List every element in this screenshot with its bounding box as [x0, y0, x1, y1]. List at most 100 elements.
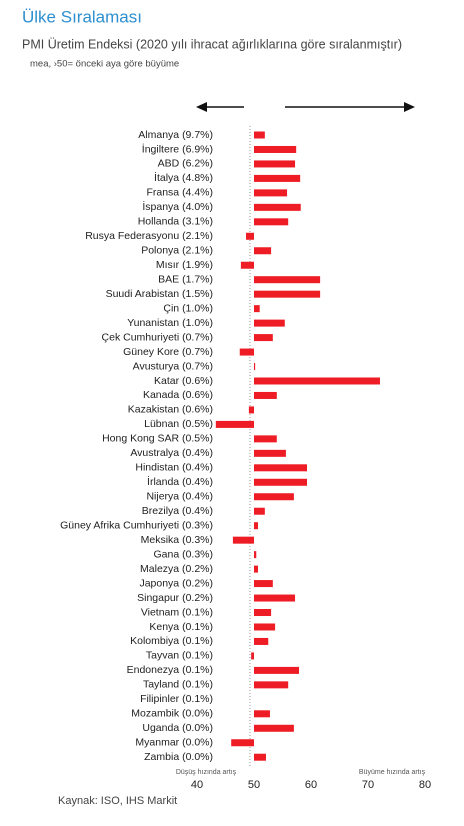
bar	[254, 478, 308, 486]
bar	[254, 623, 276, 631]
y-tick-label: Kenya (0.1%)	[149, 621, 213, 633]
y-tick-label: Brezilya (0.4%)	[142, 505, 213, 517]
y-tick-label: Suudi Arabistan (1.5%)	[106, 288, 213, 300]
bar	[248, 406, 254, 414]
bar	[254, 594, 296, 602]
bar	[254, 435, 277, 443]
bar	[254, 305, 260, 313]
bar	[246, 232, 254, 240]
bar	[254, 493, 294, 501]
y-tick-label: Kanada (0.6%)	[143, 389, 213, 401]
bar	[254, 189, 288, 197]
y-tick-label: Malezya (0.2%)	[140, 563, 213, 575]
bar	[231, 739, 254, 747]
bar	[254, 710, 270, 718]
y-tick-label: Meksika (0.3%)	[141, 534, 213, 546]
bar	[215, 420, 254, 428]
y-tick-label: İngiltere (6.9%)	[142, 142, 213, 155]
y-tick-label: Katar (0.6%)	[154, 375, 213, 387]
y-tick-label: Çin (1.0%)	[163, 302, 213, 314]
x-tick-label: 50	[248, 779, 260, 791]
y-tick-label: Güney Kore (0.7%)	[123, 346, 213, 358]
y-tick-label: İtalya (4.8%)	[154, 171, 213, 184]
bar	[254, 753, 266, 761]
bar	[254, 319, 285, 327]
bar	[254, 464, 308, 472]
bar	[254, 145, 297, 153]
bar	[251, 652, 254, 660]
y-tick-label: Filipinler (0.1%)	[140, 693, 213, 705]
y-tick-label: İrlanda (0.4%)	[147, 475, 213, 488]
x-tick-label: 60	[305, 779, 317, 791]
y-tick-label: Avusturya (0.7%)	[133, 360, 213, 372]
left-label: Düşüş hızında artış	[176, 769, 237, 776]
y-tick-label: Gana (0.3%)	[153, 548, 213, 560]
note: mea, ›50= önceki aya göre büyüme	[30, 59, 179, 70]
arrows	[196, 102, 415, 112]
bar	[254, 522, 258, 530]
y-tick-label: Çek Cumhuriyeti (0.7%)	[102, 331, 213, 343]
right-label: Büyüme hızında artış	[359, 769, 426, 776]
bar	[254, 203, 301, 211]
y-tick-label: Güney Afrika Cumhuriyeti (0.3%)	[60, 519, 213, 531]
chart-title: Ülke Sıralaması	[22, 7, 142, 26]
y-tick-label: Myanmar (0.0%)	[135, 737, 213, 749]
bar	[254, 363, 256, 371]
y-tick-label: Lübnan (0.5%)	[144, 418, 213, 430]
y-tick-label: Zambia (0.0%)	[144, 751, 213, 763]
y-tick-label: Nijerya (0.4%)	[146, 491, 213, 503]
bar	[254, 218, 289, 226]
bar	[254, 507, 265, 515]
bar	[254, 391, 277, 399]
bar	[254, 160, 296, 168]
y-tick-label: Yunanistan (1.0%)	[127, 317, 213, 329]
bar	[254, 609, 272, 617]
y-tick-label: Fransa (4.4%)	[146, 187, 213, 199]
bar	[254, 377, 380, 385]
bar	[240, 261, 254, 269]
y-tick-label: Hollanda (3.1%)	[138, 216, 213, 228]
y-tick-label: Mozambik (0.0%)	[131, 708, 213, 720]
bar	[254, 131, 265, 139]
y-tick-label: Tayvan (0.1%)	[146, 650, 213, 662]
bar	[254, 565, 258, 573]
y-tick-label: Kazakistan (0.6%)	[128, 404, 213, 416]
bar	[254, 449, 286, 457]
bar	[254, 666, 300, 674]
bar	[232, 536, 254, 544]
y-tick-label: Hong Kong SAR (0.5%)	[102, 433, 213, 445]
y-tick-label: Almanya (9.7%)	[138, 129, 213, 141]
y-tick-label: Endonezya (0.1%)	[127, 664, 213, 676]
y-tick-label: Japonya (0.2%)	[139, 577, 213, 589]
bar	[254, 580, 273, 588]
y-tick-label: Avustralya (0.4%)	[130, 447, 213, 459]
x-tick-label: 40	[191, 779, 203, 791]
y-tick-label: Uganda (0.0%)	[142, 722, 213, 734]
bar	[254, 551, 257, 559]
subtitle: PMI Üretim Endeksi (2020 yılı ihracat ağ…	[22, 37, 402, 51]
y-tick-label: Vietnam (0.1%)	[141, 606, 213, 618]
y-tick-label: Mısır (1.9%)	[156, 259, 213, 271]
bar	[254, 681, 289, 689]
y-tick-label: Singapur (0.2%)	[137, 592, 213, 604]
y-tick-label: Tayland (0.1%)	[143, 679, 213, 691]
bar	[254, 724, 294, 732]
y-tick-label: ABD (6.2%)	[158, 158, 213, 170]
x-tick-label: 70	[362, 779, 374, 791]
bar	[254, 174, 301, 182]
bar	[254, 276, 321, 284]
y-tick-label: Hindistan (0.4%)	[135, 462, 213, 474]
x-tick-label: 80	[419, 779, 431, 791]
bar	[254, 637, 269, 645]
y-tick-label: İspanya (4.0%)	[142, 200, 213, 213]
y-tick-label: Polonya (2.1%)	[141, 245, 213, 257]
y-tick-label: Kolombiya (0.1%)	[130, 635, 213, 647]
bar	[254, 247, 272, 255]
y-tick-label: Rusya Federasyonu (2.1%)	[85, 230, 213, 242]
y-tick-label: BAE (1.7%)	[158, 273, 213, 285]
source: Kaynak: ISO, IHS Markit	[58, 795, 177, 807]
bar	[254, 334, 273, 342]
bar	[239, 348, 254, 356]
bar	[254, 290, 321, 298]
